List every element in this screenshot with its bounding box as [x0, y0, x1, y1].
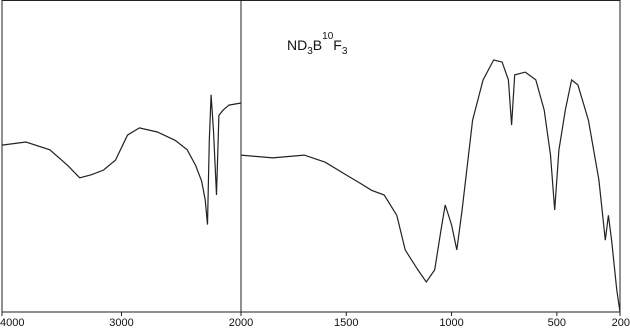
x-tick-label: 3000	[109, 317, 133, 329]
annotation-part: F	[333, 37, 342, 53]
spectrum-line	[1, 94, 242, 225]
annotation-part: B	[313, 37, 322, 53]
annotation: ND3B10F3	[287, 31, 348, 57]
annotation-part: 3	[342, 46, 348, 57]
x-tick-label: 2000	[229, 317, 253, 329]
annotation-part: 3	[307, 46, 313, 57]
annotation-part: ND	[287, 37, 307, 53]
left-panel-frame	[1, 0, 242, 313]
x-tick-label: 200	[612, 317, 630, 329]
annotation-part: 10	[322, 31, 334, 42]
x-tick-label: 1500	[334, 317, 358, 329]
right-panel-frame	[240, 0, 621, 313]
x-tick-label: 1000	[439, 317, 463, 329]
x-tick-label: 500	[548, 317, 566, 329]
spectrum-line	[240, 59, 621, 313]
x-tick-label: 4000	[0, 317, 24, 329]
